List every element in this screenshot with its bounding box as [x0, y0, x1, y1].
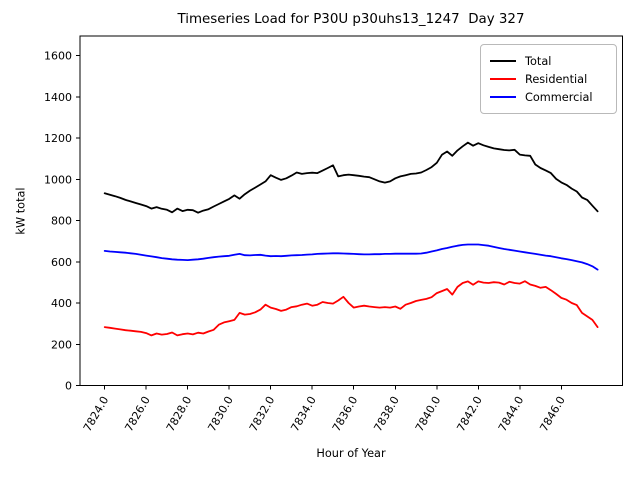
x-tick-label: 7826.0	[122, 394, 153, 434]
axes-box	[79, 35, 623, 386]
series-line-commercial	[103, 243, 599, 271]
legend-entry-residential: Residential	[490, 70, 616, 88]
y-axis-label: kW total	[14, 187, 28, 235]
y-tick-label: 1400	[44, 91, 72, 104]
y-tick-label: 0	[65, 380, 72, 393]
legend-entry-commercial: Commercial	[490, 88, 616, 106]
x-tick-label: 7838.0	[371, 394, 402, 434]
y-tick-label: 1600	[44, 50, 72, 63]
legend-label: Commercial	[525, 90, 593, 104]
x-tick-label: 7824.0	[81, 394, 112, 434]
chart-title: Timeseries Load for P30U p30uhs13_1247 D…	[177, 12, 525, 27]
legend-line-sample-residential	[490, 78, 516, 80]
legend: Total Residential Commercial	[480, 44, 617, 114]
y-tick-label: 400	[51, 297, 72, 310]
legend-line-sample-total	[490, 60, 516, 62]
series-line-residential	[103, 280, 599, 337]
y-tick-label: 600	[51, 256, 72, 269]
legend-line-sample-commercial	[490, 96, 516, 98]
legend-label: Residential	[525, 72, 588, 86]
x-axis-label: Hour of Year	[316, 447, 386, 460]
y-tick-label: 1000	[44, 173, 72, 186]
x-tick-label: 7832.0	[247, 394, 278, 434]
x-tick-label: 7828.0	[164, 394, 195, 434]
y-tick-label: 800	[51, 215, 72, 228]
x-tick-label: 7840.0	[413, 394, 444, 434]
x-tick-label: 7844.0	[496, 394, 527, 434]
legend-label: Total	[525, 54, 552, 68]
y-tick-label: 1200	[44, 132, 72, 145]
y-tick-label: 200	[51, 338, 72, 351]
x-tick-label: 7834.0	[288, 394, 319, 434]
legend-entry-total: Total	[490, 52, 616, 70]
series-line-total	[103, 141, 599, 214]
x-tick-label: 7836.0	[330, 394, 361, 434]
x-tick-label: 7846.0	[537, 394, 568, 434]
x-tick-label: 7842.0	[454, 394, 485, 434]
x-tick-label: 7830.0	[205, 394, 236, 434]
